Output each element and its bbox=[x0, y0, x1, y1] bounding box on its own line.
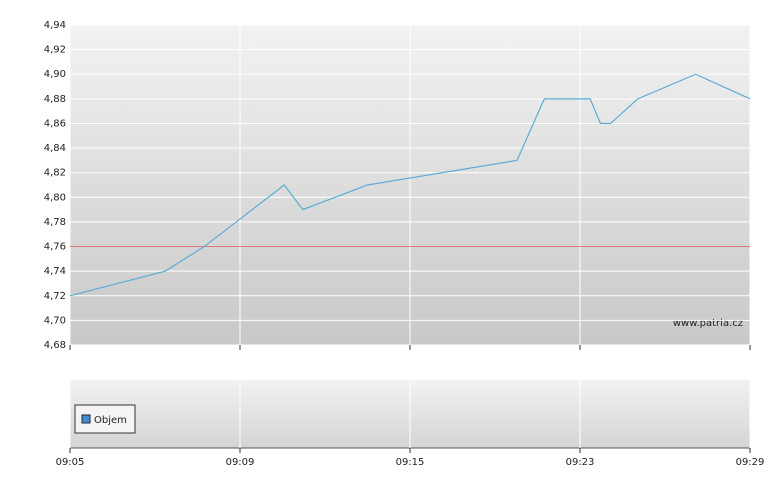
watermark: www.patria.cz bbox=[673, 318, 743, 329]
y-tick-label: 4,84 bbox=[44, 143, 66, 154]
x-tick-label: 09:29 bbox=[736, 457, 765, 468]
y-tick-label: 4,88 bbox=[44, 94, 66, 105]
x-tick-label: 09:05 bbox=[56, 457, 85, 468]
price-line bbox=[69, 73, 751, 297]
x-tick-label: 09:15 bbox=[396, 457, 425, 468]
y-tick-label: 4,80 bbox=[44, 192, 66, 203]
y-tick-label: 4,68 bbox=[44, 340, 66, 351]
x-tick-label: 09:23 bbox=[566, 457, 595, 468]
y-tick-label: 4,86 bbox=[44, 118, 66, 129]
y-tick-label: 4,78 bbox=[44, 217, 66, 228]
y-tick-label: 4,76 bbox=[44, 242, 66, 253]
y-tick-label: 4,92 bbox=[44, 45, 66, 56]
y-tick-label: 4,82 bbox=[44, 168, 66, 179]
legend-label: Objem bbox=[94, 415, 127, 426]
y-tick-label: 4,70 bbox=[44, 315, 66, 326]
y-tick-label: 4,90 bbox=[44, 69, 66, 80]
legend-swatch bbox=[81, 414, 91, 424]
y-tick-label: 4,94 bbox=[44, 20, 66, 31]
x-tick-label: 09:09 bbox=[226, 457, 255, 468]
y-tick-label: 4,74 bbox=[44, 266, 66, 277]
y-tick-label: 4,72 bbox=[44, 291, 66, 302]
